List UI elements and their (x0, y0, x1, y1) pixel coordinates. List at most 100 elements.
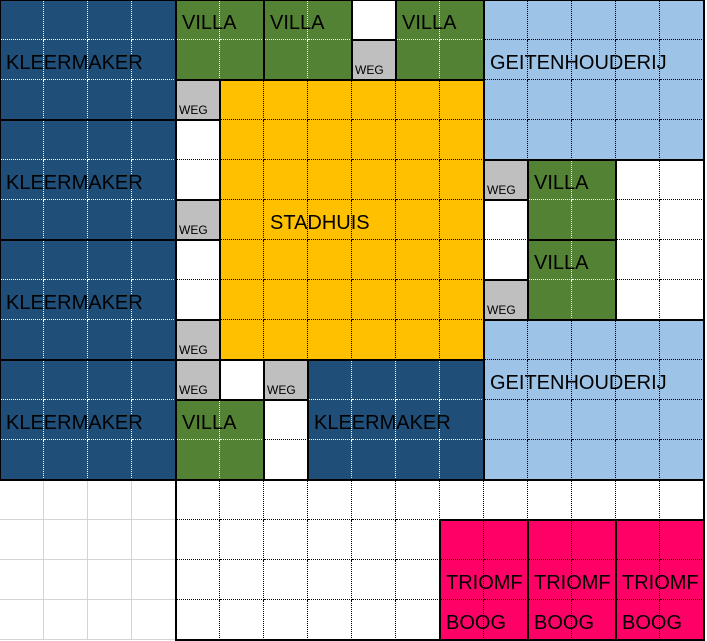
grid-cell[interactable] (484, 0, 528, 40)
grid-cell[interactable] (572, 40, 616, 80)
grid-cell[interactable] (176, 600, 220, 640)
grid-cell[interactable] (352, 400, 396, 440)
grid-cell[interactable] (308, 80, 352, 120)
geitenhouderij-block[interactable]: GEITENHOUDERIJ (483, 0, 705, 161)
grid-cell[interactable] (88, 480, 132, 520)
grid-cell[interactable] (132, 200, 176, 240)
grid-cell[interactable] (0, 120, 44, 160)
weg-block[interactable]: WEG (175, 359, 221, 401)
villa-block[interactable]: VILLA (395, 0, 485, 81)
weg-block[interactable]: WEG (175, 79, 221, 121)
grid-cell[interactable] (528, 360, 572, 400)
grid-cell[interactable] (396, 400, 440, 440)
grid-cell[interactable] (440, 120, 484, 160)
grid-cell[interactable] (440, 40, 484, 80)
grid-cell[interactable] (352, 520, 396, 560)
grid-cell[interactable] (88, 560, 132, 600)
grid-cell[interactable] (44, 520, 88, 560)
grid-cell[interactable] (528, 40, 572, 80)
grid-cell[interactable] (572, 400, 616, 440)
grid-cell[interactable] (572, 520, 616, 560)
grid-cell[interactable] (220, 80, 264, 120)
grid-cell[interactable] (88, 520, 132, 560)
grid-cell[interactable] (264, 40, 308, 80)
grid-cell[interactable] (616, 400, 660, 440)
grid-cell[interactable] (484, 400, 528, 440)
grid-cell[interactable] (528, 200, 572, 240)
grid-cell[interactable] (88, 280, 132, 320)
grid-cell[interactable] (572, 280, 616, 320)
grid-cell[interactable] (0, 360, 44, 400)
empty-block[interactable] (263, 399, 309, 481)
grid-cell[interactable] (0, 40, 44, 80)
grid-cell[interactable] (352, 160, 396, 200)
grid-cell[interactable] (220, 320, 264, 360)
grid-cell[interactable] (616, 280, 660, 320)
grid-cell[interactable] (616, 320, 660, 360)
weg-block[interactable]: WEG (483, 279, 529, 321)
grid-cell[interactable] (352, 600, 396, 640)
grid-cell[interactable] (484, 320, 528, 360)
grid-cell[interactable] (44, 200, 88, 240)
triomfboog-block[interactable]: TRIOMF BOOG (615, 519, 705, 641)
grid-cell[interactable] (220, 160, 264, 200)
grid-cell[interactable] (660, 480, 704, 520)
grid-cell[interactable] (0, 0, 44, 40)
grid-cell[interactable] (352, 0, 396, 40)
grid-cell[interactable] (396, 560, 440, 600)
grid-cell[interactable] (176, 280, 220, 320)
grid-cell[interactable] (352, 200, 396, 240)
grid-cell[interactable] (396, 360, 440, 400)
grid-cell[interactable] (0, 240, 44, 280)
grid-cell[interactable] (132, 120, 176, 160)
grid-cell[interactable] (308, 120, 352, 160)
villa-block[interactable]: VILLA (175, 0, 265, 81)
grid-cell[interactable] (88, 160, 132, 200)
empty-block[interactable] (615, 159, 705, 321)
kleermaker-block[interactable]: KLEERMAKER (0, 359, 177, 481)
grid-cell[interactable] (528, 280, 572, 320)
grid-cell[interactable] (44, 440, 88, 480)
grid-cell[interactable] (308, 320, 352, 360)
grid-cell[interactable] (132, 480, 176, 520)
grid-cell[interactable] (176, 240, 220, 280)
grid-cell[interactable] (528, 160, 572, 200)
grid-cell[interactable] (264, 600, 308, 640)
grid-cell[interactable] (264, 320, 308, 360)
grid-cell[interactable] (396, 160, 440, 200)
geitenhouderij-block[interactable]: GEITENHOUDERIJ (483, 319, 705, 481)
grid-cell[interactable] (44, 120, 88, 160)
grid-cell[interactable] (0, 520, 44, 560)
grid-cell[interactable] (660, 120, 704, 160)
grid-cell[interactable] (352, 120, 396, 160)
kleermaker-block[interactable]: KLEERMAKER (0, 119, 177, 241)
grid-cell[interactable] (0, 440, 44, 480)
grid-cell[interactable] (572, 360, 616, 400)
grid-cell[interactable] (176, 560, 220, 600)
grid-cell[interactable] (572, 120, 616, 160)
villa-block[interactable]: VILLA (527, 159, 617, 241)
grid-cell[interactable] (396, 600, 440, 640)
grid-cell[interactable] (264, 80, 308, 120)
grid-cell[interactable] (616, 360, 660, 400)
grid-cell[interactable] (220, 440, 264, 480)
grid-cell[interactable] (44, 400, 88, 440)
grid-cell[interactable] (396, 440, 440, 480)
grid-cell[interactable] (396, 520, 440, 560)
grid-cell[interactable] (352, 440, 396, 480)
grid-cell[interactable] (528, 240, 572, 280)
grid-cell[interactable] (440, 280, 484, 320)
empty-block[interactable] (175, 119, 221, 201)
grid-cell[interactable] (308, 480, 352, 520)
grid-cell[interactable] (660, 240, 704, 280)
grid-cell[interactable] (616, 40, 660, 80)
grid-cell[interactable] (264, 560, 308, 600)
grid-cell[interactable] (176, 40, 220, 80)
grid-cell[interactable] (0, 320, 44, 360)
grid-cell[interactable] (572, 480, 616, 520)
kleermaker-block[interactable]: KLEERMAKER (307, 359, 485, 481)
grid-cell[interactable] (264, 480, 308, 520)
grid-cell[interactable] (572, 200, 616, 240)
grid-cell[interactable] (660, 280, 704, 320)
grid-cell[interactable] (352, 480, 396, 520)
